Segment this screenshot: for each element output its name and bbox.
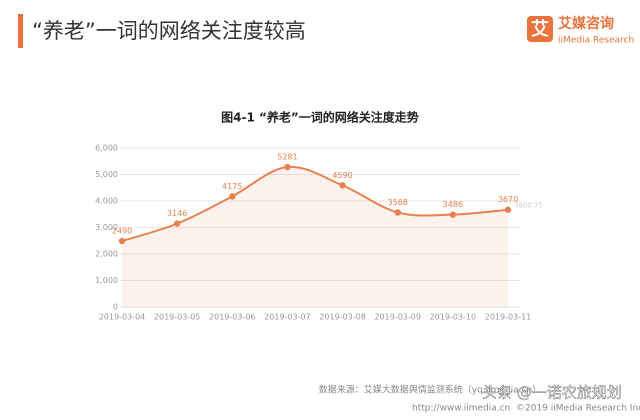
y-tick-label: 0 xyxy=(113,303,118,312)
point xyxy=(173,220,181,227)
data-label: 3568 xyxy=(388,198,408,207)
point xyxy=(504,206,512,213)
logo-box xyxy=(527,16,553,42)
data-label: 2490 xyxy=(112,227,132,236)
x-tick-label: 2019-03-05 xyxy=(154,313,201,322)
x-tick-label: 2019-03-11 xyxy=(485,313,532,322)
y-tick-label: 3,000 xyxy=(95,223,118,232)
source: 数据来源：艾媒大数据舆情监测系统（yq.iimedia.cn） xyxy=(319,384,541,396)
x-tick-label: 2019-03-08 xyxy=(319,313,366,322)
point xyxy=(284,163,291,171)
point xyxy=(449,211,457,218)
logo-en: iiMedia Research xyxy=(558,36,634,46)
data-label: 4590 xyxy=(332,171,352,180)
area xyxy=(122,166,508,307)
y-tick-label: 2,000 xyxy=(95,250,118,259)
data-label: 3486 xyxy=(443,200,463,209)
point xyxy=(394,209,401,216)
data-label: 3146 xyxy=(167,209,187,218)
line xyxy=(121,166,509,242)
x-tick-label: 2019-03-06 xyxy=(209,313,256,322)
point xyxy=(118,237,126,245)
data-label: 3670 xyxy=(498,195,518,204)
page-title: “养老”一词的网络关注度较高 xyxy=(32,19,306,43)
footer-copyright: ©2019 iiMedia Research Inc xyxy=(516,404,640,414)
y-tick-label: 1,000 xyxy=(95,276,118,285)
logo-mark: 艾 xyxy=(531,18,549,40)
point xyxy=(339,182,346,189)
y-tick-label: 5,000 xyxy=(95,170,118,179)
annotation: 3800.75 xyxy=(514,202,543,210)
x-tick-label: 2019-03-07 xyxy=(264,313,311,322)
title-accent xyxy=(18,14,23,48)
footer-url: http://www.iimedia.cn xyxy=(412,404,510,414)
x-tick-label: 2019-03-10 xyxy=(430,313,477,322)
plot: 0 1,000 2,000 3,000 4,000 5,000 6,000 2019-03-0… xyxy=(95,144,543,322)
x-tick-label: 2019-03-04 xyxy=(99,313,146,322)
y-tick-label: 4,000 xyxy=(95,197,118,206)
y-tick-label: 6,000 xyxy=(95,144,118,153)
data-label: 5281 xyxy=(277,153,297,162)
x-tick-label: 2019-03-09 xyxy=(374,313,421,322)
logo-cn: 艾媒咨询 xyxy=(558,15,614,32)
chart-title: 图4-1 “养老”一词的网络关注度走势 xyxy=(221,110,419,125)
watermark: 头条 @一诺农旅规划 xyxy=(482,384,622,402)
point xyxy=(229,193,236,200)
data-label: 4175 xyxy=(222,182,242,191)
